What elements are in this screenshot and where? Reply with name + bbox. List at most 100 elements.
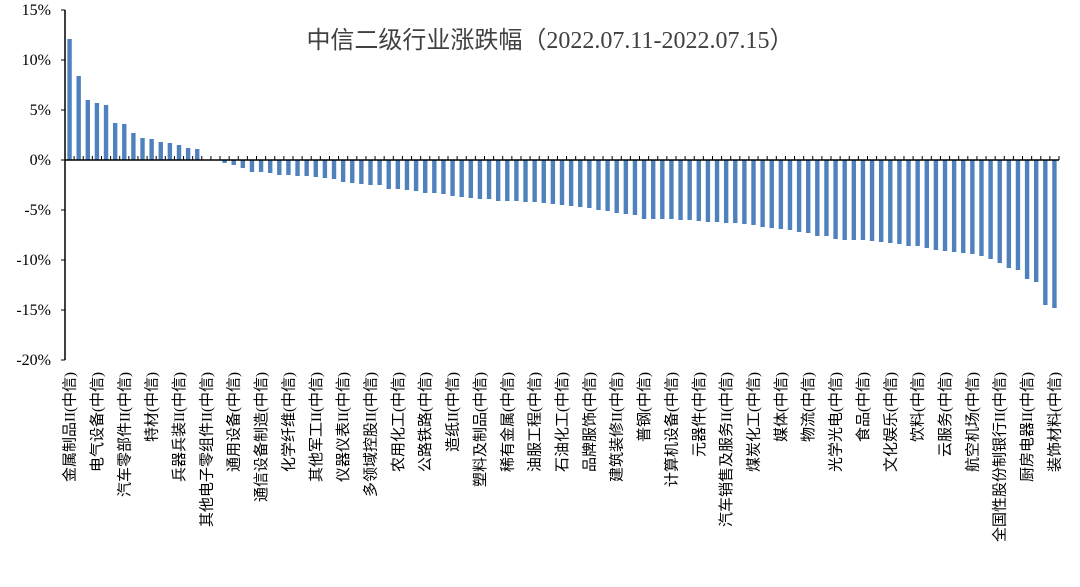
x-tick-label: 煤炭化工(中信)	[746, 372, 763, 472]
bar	[1052, 160, 1057, 308]
bar	[568, 160, 574, 206]
x-tick-label: 仪器仪表II(中信)	[335, 372, 352, 482]
bar	[806, 160, 811, 233]
bar	[815, 160, 820, 236]
bar	[304, 160, 309, 176]
x-tick-label: 通用设备(中信)	[226, 372, 243, 472]
bar	[723, 160, 729, 223]
x-tick-label: 汽车销售及服务II(中信)	[718, 372, 735, 527]
y-tick-label: 10%	[22, 52, 51, 69]
x-tick-label: 云服务(中信)	[937, 372, 954, 457]
x-tick-label: 油服工程(中信)	[527, 372, 544, 472]
bar	[842, 160, 847, 240]
bar	[796, 160, 802, 232]
x-tick-label: 金属制品II(中信)	[62, 372, 79, 482]
y-tick-label: -5%	[24, 202, 51, 219]
bar	[432, 160, 437, 193]
bar	[760, 160, 765, 227]
x-tick-label: 塑料及制品(中信)	[472, 372, 489, 487]
bar	[933, 160, 939, 250]
bar	[824, 160, 829, 236]
bar	[833, 160, 838, 239]
bar	[942, 160, 948, 251]
bar	[915, 160, 920, 246]
bar	[167, 143, 173, 160]
x-tick-label: 其他军工II(中信)	[308, 372, 325, 482]
bar	[596, 160, 601, 210]
chart-title: 中信二级行业涨跌幅（2022.07.11-2022.07.15）	[306, 27, 793, 54]
bar	[359, 160, 364, 184]
bar	[769, 160, 774, 228]
bar	[295, 160, 300, 176]
bar	[368, 160, 373, 185]
x-tick-label: 稀有金属(中信)	[499, 372, 516, 472]
bar	[85, 100, 90, 160]
bar	[450, 160, 455, 196]
bar	[742, 160, 747, 224]
x-tick-label: 汽车零部件II(中信)	[116, 372, 133, 497]
x-tick-label: 化学纤维(中信)	[280, 372, 297, 472]
x-tick-label: 特材(中信)	[144, 372, 161, 442]
bar	[67, 39, 72, 160]
bar	[951, 160, 957, 252]
bar	[705, 160, 711, 222]
x-tick-label: 航空机场(中信)	[964, 372, 981, 472]
x-tick-label: 公路铁路(中信)	[417, 372, 434, 472]
bar	[970, 160, 975, 254]
bar	[878, 160, 884, 242]
bar	[340, 160, 346, 182]
bar	[195, 149, 200, 160]
y-tick-label: -10%	[16, 252, 51, 269]
x-tick-label: 普钢(中信)	[636, 372, 653, 442]
bar	[578, 160, 583, 207]
bar	[277, 160, 282, 175]
bar	[413, 160, 419, 191]
x-axis-labels: 金属制品II(中信) 电气设备(中信) 汽车零部件II(中信) 特材(中信) 兵器兵装I…	[62, 372, 1064, 542]
bar	[669, 160, 674, 219]
bar	[641, 160, 647, 219]
bar	[76, 76, 81, 160]
bar	[350, 160, 355, 183]
y-axis: 15% 10% 5% 0% -5% -10% -15% -20%	[16, 2, 66, 369]
bar	[258, 160, 264, 172]
bar	[441, 160, 446, 194]
bar	[486, 160, 492, 199]
bar	[149, 139, 154, 160]
bar	[377, 160, 382, 185]
bar	[979, 160, 984, 256]
bar	[322, 160, 328, 178]
bar	[1024, 160, 1030, 279]
bar	[286, 160, 291, 175]
bar	[860, 160, 866, 240]
x-tick-label: 饮料(中信)	[910, 372, 927, 442]
bar	[514, 160, 519, 201]
bar	[623, 160, 629, 214]
bar	[587, 160, 592, 208]
x-tick-label: 光学光电(中信)	[828, 372, 845, 472]
bar	[1015, 160, 1021, 270]
bar	[632, 160, 638, 215]
bar	[614, 160, 619, 213]
bar	[696, 160, 701, 221]
x-tick-label: 计算机设备(中信)	[662, 372, 680, 487]
bar	[423, 160, 428, 193]
x-tick-label: 媒体(中信)	[773, 372, 790, 442]
bar	[787, 160, 793, 230]
x-tick-label: 建筑装修II(中信)	[609, 372, 626, 482]
bar	[140, 138, 145, 160]
bar	[94, 103, 100, 160]
bars	[67, 39, 1057, 308]
x-tick-label: 文化娱乐(中信)	[882, 372, 899, 472]
x-tick-label: 食品(中信)	[855, 372, 872, 442]
bar	[158, 142, 163, 160]
y-tick-label: 0%	[30, 152, 51, 169]
bar	[778, 160, 784, 229]
bar	[404, 160, 410, 190]
bar	[523, 160, 528, 202]
bar	[495, 160, 501, 201]
bar	[532, 160, 537, 202]
x-tick-label: 品牌服饰(中信)	[581, 372, 598, 472]
bar	[988, 160, 993, 259]
y-tick-label: -15%	[16, 302, 51, 319]
